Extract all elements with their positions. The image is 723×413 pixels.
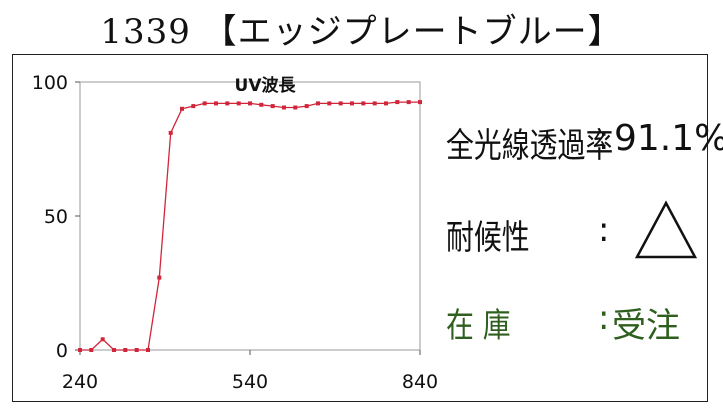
data-point (180, 106, 184, 111)
stock-label: 在 庫 (446, 306, 511, 346)
y-tick-label: 100 (32, 72, 68, 94)
chart-title: UV波長 (235, 75, 297, 96)
data-point (225, 101, 230, 106)
data-point (316, 101, 320, 106)
data-point (236, 101, 241, 106)
x-tick-label: 840 (402, 371, 438, 393)
transmittance-label: 全光線透過率 (446, 126, 614, 166)
transmittance-sep: : (598, 118, 610, 158)
data-point (293, 105, 298, 110)
stock-sep: : (598, 298, 610, 338)
data-point (372, 101, 377, 106)
data-point (146, 348, 150, 352)
data-point (112, 348, 116, 352)
transmittance-row: 全光線透過率 (446, 118, 650, 167)
data-point (248, 101, 252, 106)
y-tick-label: 50 (44, 206, 68, 228)
plot-area (79, 81, 421, 351)
data-point (191, 104, 196, 109)
transmittance-value: 91.1% (614, 118, 723, 159)
y-tick-label: 0 (56, 340, 68, 362)
data-point (123, 348, 128, 352)
durability-label: 耐候性 (446, 218, 530, 258)
data-point (350, 101, 354, 106)
x-tick-label: 240 (62, 371, 98, 393)
data-point (361, 101, 366, 106)
durability-row: 耐候性 (446, 210, 548, 259)
stock-value: 受注 (612, 306, 680, 346)
durability-sep: : (598, 210, 610, 250)
data-point (134, 348, 139, 352)
data-point (418, 100, 422, 105)
chart-frame (12, 54, 708, 402)
data-point (406, 100, 411, 105)
data-point (214, 101, 218, 106)
triangle-icon (634, 200, 698, 259)
data-point (282, 105, 286, 110)
data-point (78, 348, 82, 352)
data-point (304, 104, 309, 109)
x-tick-label: 540 (232, 371, 268, 393)
data-point (89, 348, 94, 352)
page-title: 1339 【エッジプレートブルー】 (100, 12, 623, 52)
data-point (168, 130, 173, 135)
data-point (384, 101, 388, 106)
data-point (327, 101, 332, 106)
data-point (395, 100, 400, 105)
data-point (202, 101, 207, 106)
stock-row: 在 庫 (446, 298, 525, 347)
data-point (270, 104, 275, 109)
data-point (259, 102, 264, 107)
data-point (338, 101, 343, 106)
data-point (157, 275, 162, 280)
data-point (100, 337, 105, 342)
